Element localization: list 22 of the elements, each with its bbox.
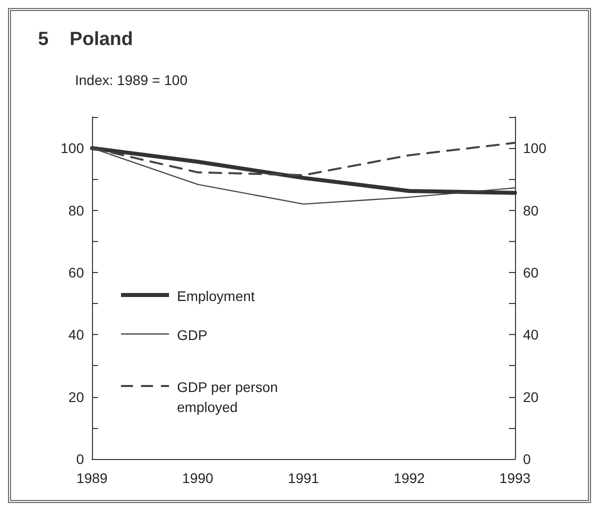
y2-tick-label: 80 <box>523 202 539 218</box>
y2-tick-label: 0 <box>523 451 531 467</box>
x-tick-label: 1989 <box>76 470 108 486</box>
x-tick-label: 1991 <box>288 470 320 486</box>
y2-tick-label: 60 <box>523 264 539 280</box>
y-tick-label: 100 <box>60 140 84 156</box>
y-tick-label: 40 <box>68 326 84 343</box>
y2-tick-label: 100 <box>523 140 547 156</box>
y-tick-label: 0 <box>76 451 84 467</box>
y-tick-label: 60 <box>68 264 84 280</box>
y-tick-label: 20 <box>68 388 84 405</box>
y2-tick-label: 20 <box>523 388 539 405</box>
y2-tick-label: 40 <box>523 326 539 343</box>
y-axis-title: Index: 1989 = 100 <box>75 72 188 88</box>
legend-label: GDP per person employed <box>177 379 282 415</box>
x-tick-label: 1990 <box>182 470 214 486</box>
x-tick-label: 1993 <box>499 470 531 486</box>
legend-label: Employment <box>177 288 255 304</box>
chart-title: 5 Poland <box>38 29 134 50</box>
x-tick-label: 1992 <box>394 470 426 486</box>
y-tick-label: 80 <box>68 202 84 218</box>
legend-label: GDP <box>177 327 208 343</box>
